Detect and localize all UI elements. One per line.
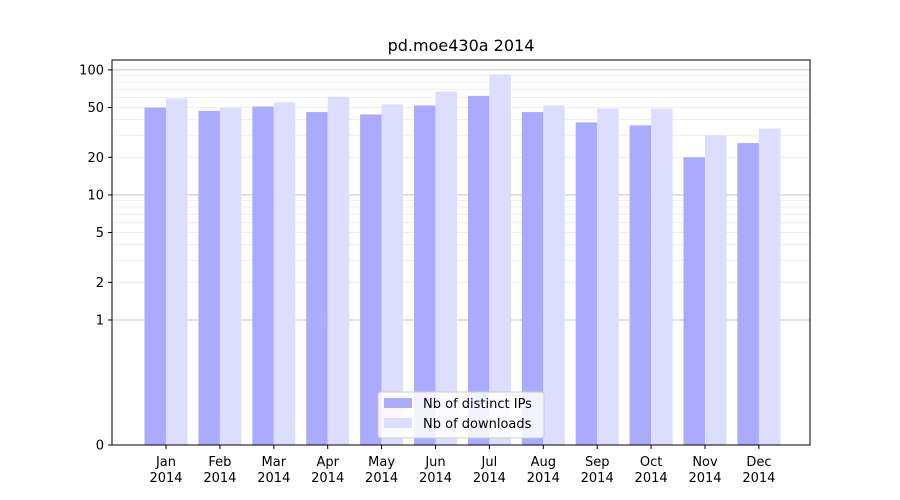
legend-label: Nb of distinct IPs bbox=[423, 397, 532, 412]
bar-downloads bbox=[543, 105, 565, 446]
y-tick-label: 10 bbox=[87, 188, 104, 203]
bar-distinct-ips bbox=[737, 143, 759, 445]
x-tick-label: Nov 2014 bbox=[688, 455, 721, 486]
bar-distinct-ips bbox=[252, 106, 274, 445]
x-tick-label: Dec 2014 bbox=[742, 455, 775, 486]
x-tick-label: May 2014 bbox=[365, 455, 398, 486]
y-tick-label: 20 bbox=[87, 151, 104, 166]
x-tick-label: Aug 2014 bbox=[527, 455, 560, 486]
bar-downloads bbox=[273, 102, 296, 445]
y-tick-label: 1 bbox=[96, 313, 104, 328]
x-tick-label: Jul 2014 bbox=[473, 455, 506, 486]
legend: Nb of distinct IPs Nb of downloads bbox=[377, 391, 545, 439]
bar-distinct-ips bbox=[198, 110, 220, 445]
plot-frame bbox=[111, 59, 811, 446]
x-tick-label: Oct 2014 bbox=[635, 455, 668, 486]
legend-swatch bbox=[384, 398, 412, 408]
bar-distinct-ips bbox=[414, 105, 436, 446]
y-tick-label: 2 bbox=[96, 276, 104, 291]
bar-distinct-ips bbox=[360, 114, 382, 445]
bar-downloads bbox=[219, 107, 242, 446]
bar-downloads bbox=[435, 91, 457, 445]
bar-distinct-ips bbox=[683, 157, 705, 445]
y-tick-label: 50 bbox=[87, 101, 104, 116]
bar-downloads bbox=[597, 108, 619, 445]
bar-distinct-ips bbox=[467, 95, 490, 446]
x-tick-label: Feb 2014 bbox=[203, 455, 236, 486]
x-tick-label: Jan 2014 bbox=[149, 455, 182, 486]
y-tick-label: 5 bbox=[96, 226, 104, 241]
legend-box bbox=[377, 391, 545, 439]
bar-downloads bbox=[166, 98, 188, 446]
bar-downloads bbox=[651, 108, 673, 445]
bar-downloads bbox=[758, 128, 781, 445]
bar-downloads bbox=[705, 135, 727, 445]
bar-distinct-ips bbox=[521, 112, 544, 445]
bar-distinct-ips bbox=[144, 107, 166, 446]
bars bbox=[144, 74, 781, 446]
bar-distinct-ips bbox=[575, 122, 598, 445]
bar-downloads bbox=[489, 74, 511, 445]
x-tick-label: Sep 2014 bbox=[581, 455, 614, 486]
chart-title: pd.moe430a 2014 bbox=[388, 36, 535, 55]
x-axis: Jan 2014 Feb 2014 Mar 2014 Apr 2014 May 2014 Jun 20… bbox=[149, 445, 775, 486]
legend-label: Nb of downloads bbox=[423, 417, 532, 432]
y-tick-label: 0 bbox=[96, 439, 104, 454]
bar-downloads bbox=[381, 104, 404, 445]
y-axis: 0 1 2 5 10 20 50 100 bbox=[79, 63, 112, 454]
bar-distinct-ips bbox=[306, 112, 328, 445]
y-tick-label: 100 bbox=[79, 63, 104, 78]
x-tick-label: Mar 2014 bbox=[257, 455, 290, 486]
bar-distinct-ips bbox=[629, 125, 652, 445]
legend-swatch bbox=[384, 418, 412, 428]
x-tick-label: Apr 2014 bbox=[311, 455, 344, 486]
x-tick-label: Jun 2014 bbox=[419, 455, 452, 486]
bar-downloads bbox=[327, 96, 350, 445]
